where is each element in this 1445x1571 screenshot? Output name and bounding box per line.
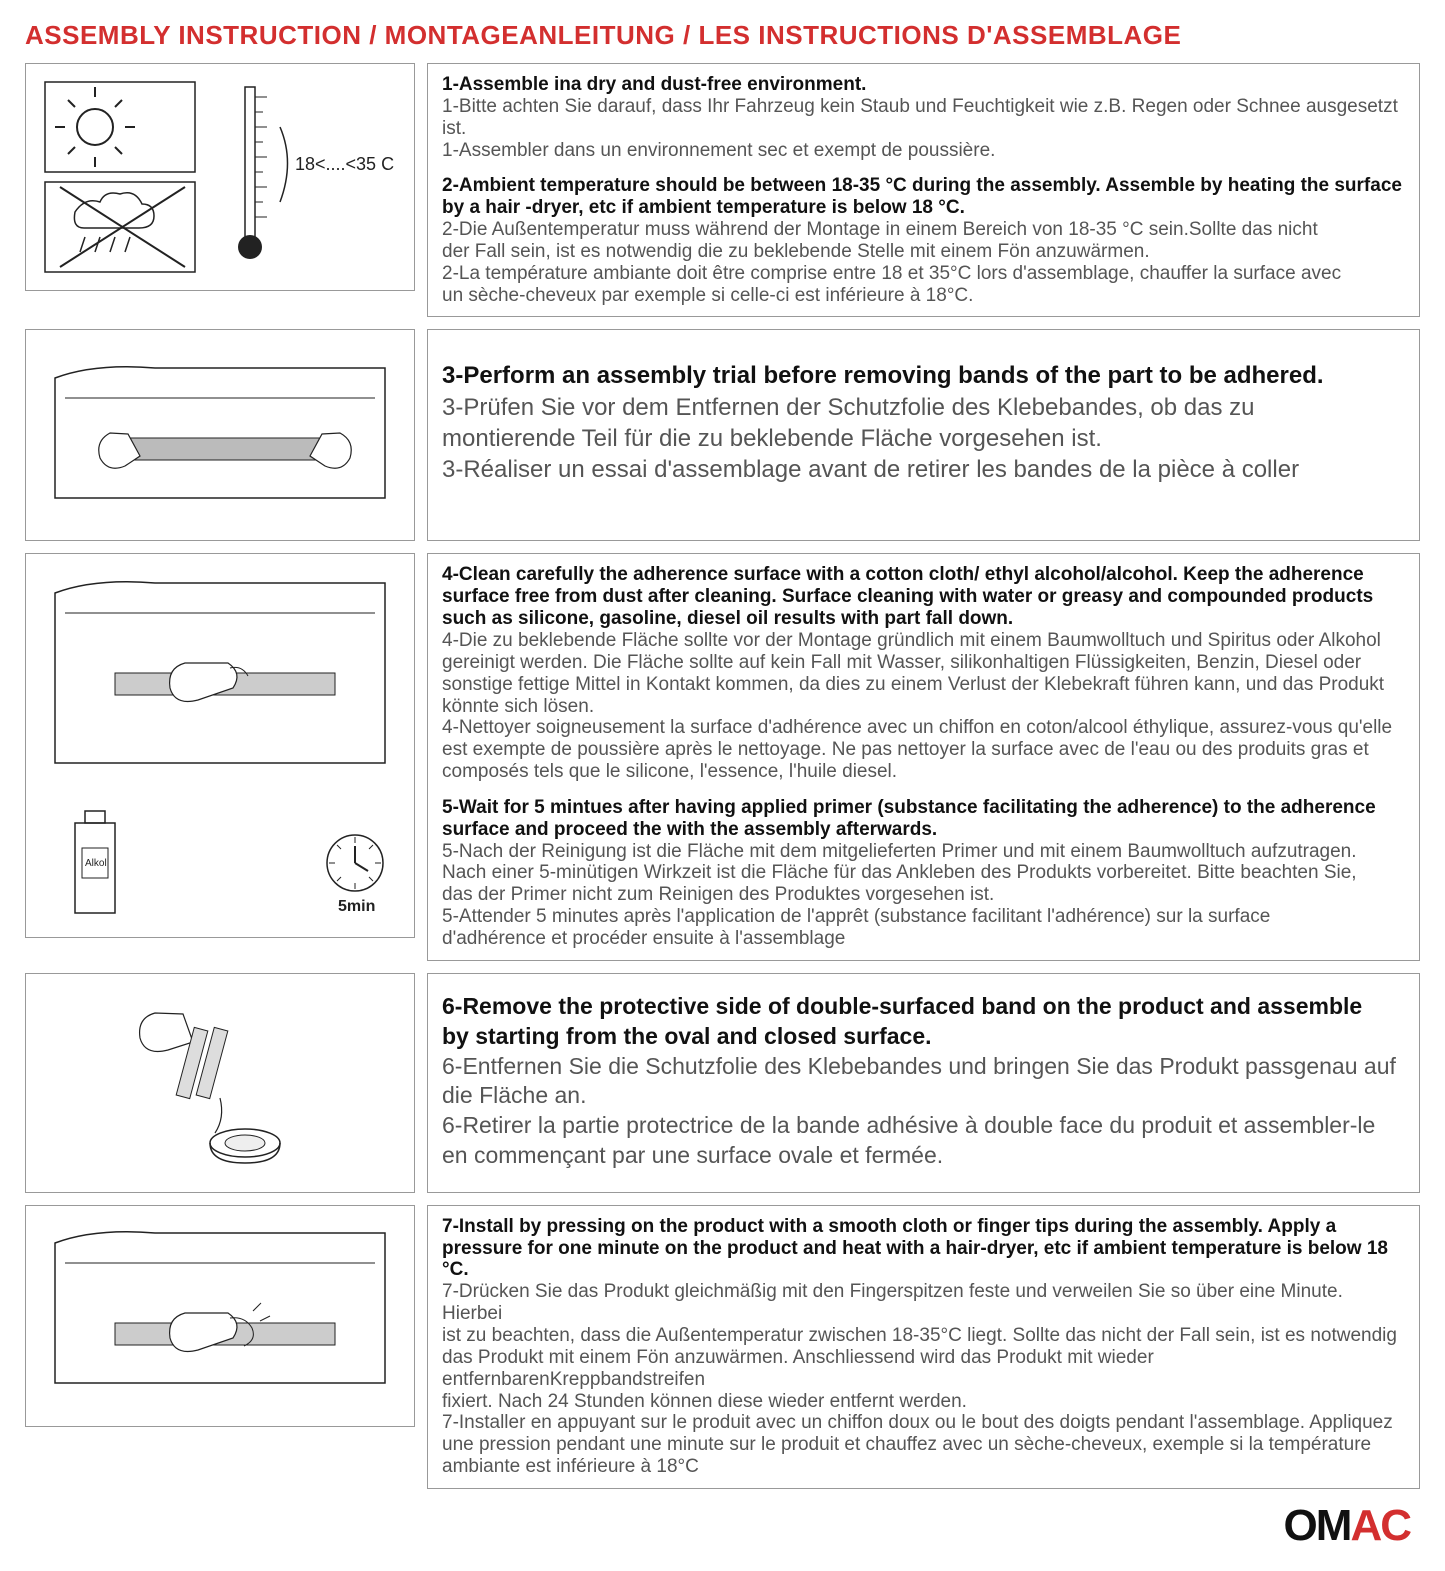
step2-de1: 2-Die Außentemperatur muss während der M… xyxy=(442,219,1405,241)
row-3: Alkol 5min 4-Clean carefully the adheren… xyxy=(25,553,1420,960)
illustration-7 xyxy=(25,1205,415,1427)
step2-fr2: un sèche-cheveux par exemple si celle-ci… xyxy=(442,285,1405,307)
step6-en1: 6-Remove the protective side of double-s… xyxy=(442,992,1405,1022)
step2-de2: der Fall sein, ist es notwendig die zu b… xyxy=(442,241,1405,263)
step4-fr2: est exempte de poussière après le nettoy… xyxy=(442,739,1405,761)
text-step-4-5: 4-Clean carefully the adherence surface … xyxy=(427,553,1420,960)
step4-de1: 4-Die zu beklebende Fläche sollte vor de… xyxy=(442,630,1405,652)
step3-fr: 3-Réaliser un essai d'assemblage avant d… xyxy=(442,454,1405,485)
step7-de3: das Produkt mit einem Fön anzuwärmen. An… xyxy=(442,1347,1405,1391)
step3-de2: montierende Teil für die zu beklebende F… xyxy=(442,423,1405,454)
step7-de2: ist zu beachten, dass die Außentemperatu… xyxy=(442,1325,1405,1347)
step6-en2: by starting from the oval and closed sur… xyxy=(442,1022,1405,1052)
step4-en: 4-Clean carefully the adherence surface … xyxy=(442,564,1405,630)
step4-de4: könnte sich lösen. xyxy=(442,696,1405,718)
text-step-7: 7-Install by pressing on the product wit… xyxy=(427,1205,1420,1489)
step3-de1: 3-Prüfen Sie vor dem Entfernen der Schut… xyxy=(442,392,1405,423)
step5-fr1: 5-Attender 5 minutes après l'application… xyxy=(442,906,1405,928)
step6-fr2: en commençant par une surface ovale et f… xyxy=(442,1141,1405,1171)
illustration-4-5: Alkol 5min xyxy=(25,553,415,938)
step2-fr1: 2-La température ambiante doit être comp… xyxy=(442,263,1405,285)
illustration-3 xyxy=(25,329,415,541)
step4-fr1: 4-Nettoyer soigneusement la surface d'ad… xyxy=(442,717,1405,739)
step6-fr1: 6-Retirer la partie protectrice de la ba… xyxy=(442,1111,1405,1141)
step4-de3: sonstige fettige Mittel in Kontakt komme… xyxy=(442,674,1405,696)
svg-text:5min: 5min xyxy=(338,898,375,915)
text-step-1-2: 1-Assemble ina dry and dust-free environ… xyxy=(427,63,1420,317)
step6-de2: die Fläche an. xyxy=(442,1081,1405,1111)
step4-de2: gereinigt werden. Die Fläche sollte auf … xyxy=(442,652,1405,674)
row-4: 6-Remove the protective side of double-s… xyxy=(25,973,1420,1193)
step7-fr3: ambiante est inférieure à 18°C xyxy=(442,1456,1405,1478)
step7-de1: 7-Drücken Sie das Produkt gleichmäßig mi… xyxy=(442,1281,1405,1325)
row-1: 18<....<35 C 1-Assemble ina dry and dust… xyxy=(25,63,1420,317)
illustration-6 xyxy=(25,973,415,1193)
step4-fr3: composés tels que le silicone, l'essence… xyxy=(442,761,1405,783)
text-step-6: 6-Remove the protective side of double-s… xyxy=(427,973,1420,1193)
text-step-3: 3-Perform an assembly trial before remov… xyxy=(427,329,1420,541)
step7-en: 7-Install by pressing on the product wit… xyxy=(442,1216,1405,1282)
step1-en: 1-Assemble ina dry and dust-free environ… xyxy=(442,74,1405,96)
step7-de4: fixiert. Nach 24 Stunden können diese wi… xyxy=(442,1391,1405,1413)
step3-en: 3-Perform an assembly trial before remov… xyxy=(442,360,1405,391)
step2-en: 2-Ambient temperature should be between … xyxy=(442,175,1405,219)
svg-text:Alkol: Alkol xyxy=(85,858,107,869)
step5-de2: Nach einer 5-minütigen Wirkzeit ist die … xyxy=(442,862,1405,884)
step7-fr2: une pression pendant une minute sur le p… xyxy=(442,1434,1405,1456)
step5-de3: das der Primer nicht zum Reinigen des Pr… xyxy=(442,884,1405,906)
step1-de: 1-Bitte achten Sie darauf, dass Ihr Fahr… xyxy=(442,96,1405,140)
step1-fr: 1-Assembler dans un environnement sec et… xyxy=(442,140,1405,162)
step5-de1: 5-Nach der Reinigung ist die Fläche mit … xyxy=(442,841,1405,863)
step5-fr2: d'adhérence et procéder ensuite à l'asse… xyxy=(442,928,1405,950)
page-title: ASSEMBLY INSTRUCTION / MONTAGEANLEITUNG … xyxy=(25,20,1420,51)
step7-fr1: 7-Installer en appuyant sur le produit a… xyxy=(442,1412,1405,1434)
step6-de1: 6-Entfernen Sie die Schutzfolie des Kleb… xyxy=(442,1052,1405,1082)
svg-text:18<....<35 C: 18<....<35 C xyxy=(295,154,394,174)
illustration-1: 18<....<35 C xyxy=(25,63,415,291)
step5-en: 5-Wait for 5 mintues after having applie… xyxy=(442,797,1405,841)
brand-logo: OMAC xyxy=(25,1501,1420,1551)
row-2: 3-Perform an assembly trial before remov… xyxy=(25,329,1420,541)
row-5: 7-Install by pressing on the product wit… xyxy=(25,1205,1420,1489)
